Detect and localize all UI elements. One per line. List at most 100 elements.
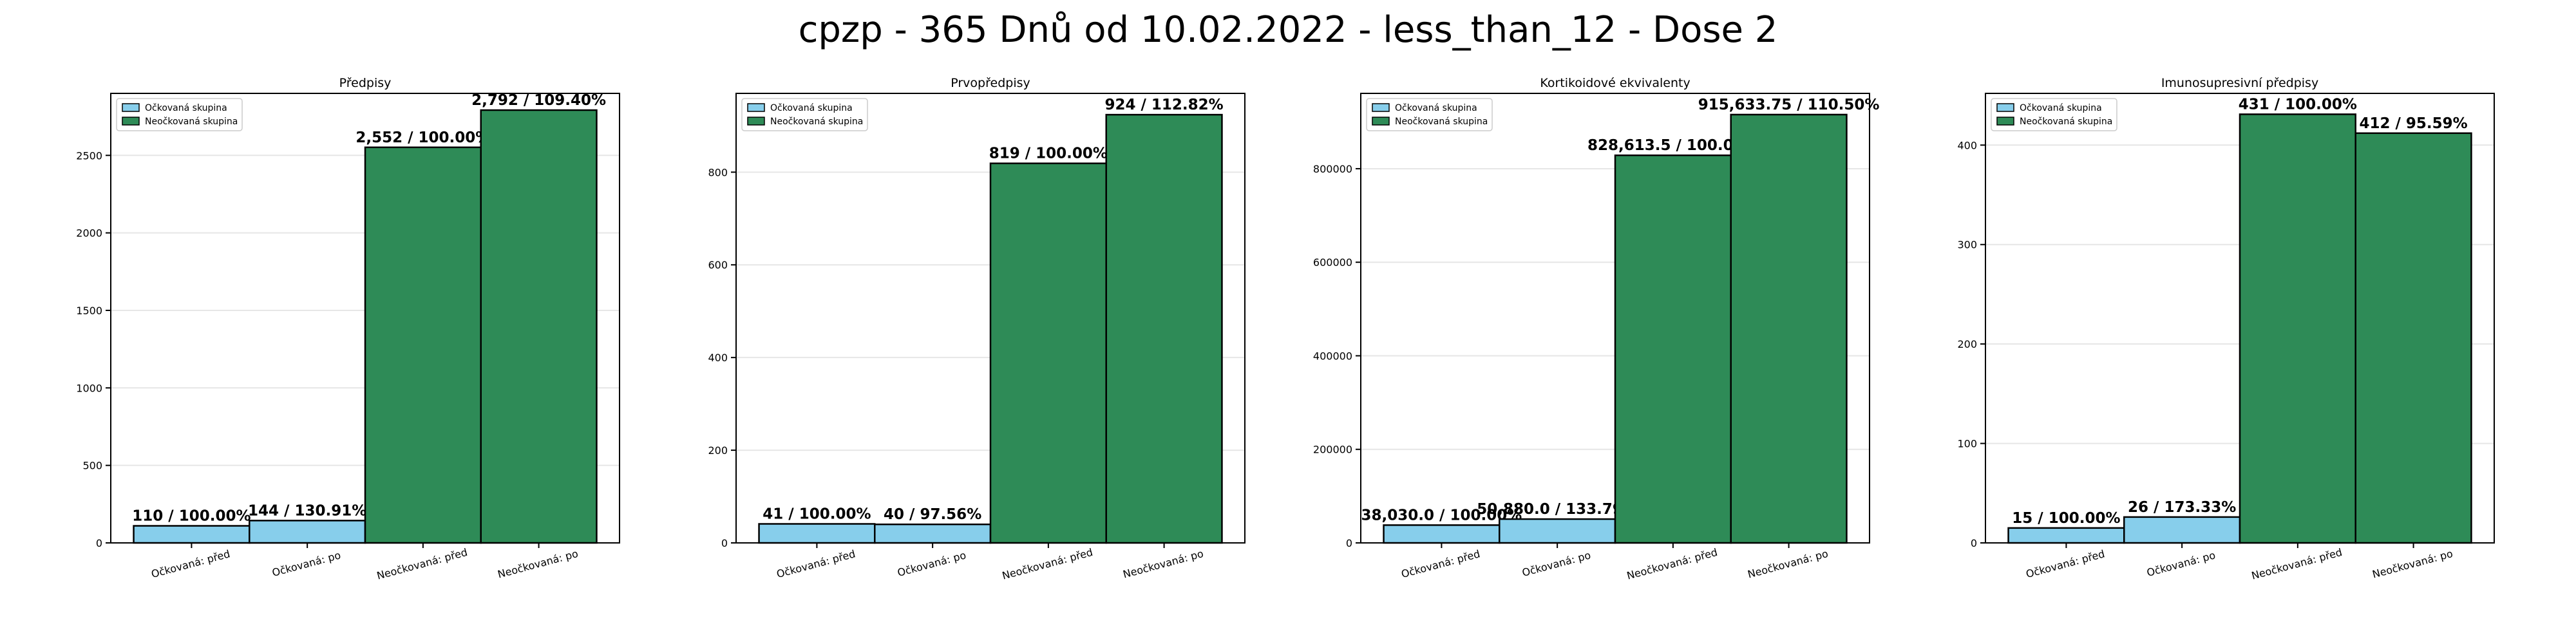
x-tick-label: Očkovaná: před xyxy=(2025,547,2107,580)
legend: Očkovaná skupina Neočkovaná skupina xyxy=(1366,98,1493,131)
legend-box xyxy=(116,98,243,131)
data-label: 915,633.75 / 110.50% xyxy=(1698,97,1880,113)
bar xyxy=(2123,516,2241,544)
legend-swatch xyxy=(747,117,765,126)
data-label: 2,552 / 100.00% xyxy=(355,129,490,146)
bar xyxy=(758,523,876,544)
data-label: 50,880.0 / 133.79% xyxy=(1477,501,1638,518)
x-tick-label: Neočkovaná: před xyxy=(2250,546,2344,582)
y-tick-label: 2500 xyxy=(76,149,102,162)
bar xyxy=(1730,113,1848,544)
axes-frame xyxy=(1360,93,1870,544)
y-tick-label: 0 xyxy=(1346,537,1352,549)
bar xyxy=(1614,154,1732,544)
chart-panel-1: 110 / 100.00% Očkovaná: před 144 / 130.91%… xyxy=(76,76,620,582)
x-tick-label: Očkovaná: po xyxy=(896,549,967,579)
legend-swatch xyxy=(1996,117,2014,126)
y-tick-label: 200 xyxy=(1957,338,1977,350)
chart-panel-3: 38,030.0 / 100.00% Očkovaná: před 50,880.0… xyxy=(1313,76,1880,582)
data-label: 15 / 100.00% xyxy=(2012,510,2120,527)
chart-title: Kortikoidové ekvivalenty xyxy=(1540,76,1690,90)
legend-label: Očkovaná skupina xyxy=(770,103,853,113)
x-tick-label: Očkovaná: po xyxy=(270,549,342,579)
data-label: 110 / 100.00% xyxy=(132,508,251,525)
data-label: 2,792 / 109.40% xyxy=(471,92,606,109)
y-tick-label: 300 xyxy=(1957,239,1977,251)
x-tick-label: Neočkovaná: před xyxy=(375,546,469,582)
legend-label: Očkovaná skupina xyxy=(2020,103,2102,113)
y-tick-label: 100 xyxy=(1957,438,1977,450)
legend-box xyxy=(1991,98,2117,131)
y-tick-label: 400 xyxy=(708,352,728,364)
legend: Očkovaná skupina Neočkovaná skupina xyxy=(741,98,868,131)
x-tick-label: Očkovaná: před xyxy=(775,547,857,580)
legend-swatch xyxy=(1372,117,1390,126)
y-tick-label: 400 xyxy=(1957,139,1977,151)
figure-title: cpzp - 365 Dnů od 10.02.2022 - less_than… xyxy=(798,9,1778,51)
y-tick-label: 2000 xyxy=(76,227,102,240)
y-tick-label: 1000 xyxy=(76,382,102,394)
bar xyxy=(133,525,251,544)
y-tick-label: 800000 xyxy=(1313,163,1352,175)
bar xyxy=(480,109,598,544)
legend: Očkovaná skupina Neočkovaná skupina xyxy=(1991,98,2117,131)
bar xyxy=(1383,524,1501,544)
data-label: 828,613.5 / 100.00% xyxy=(1587,137,1759,154)
data-label: 41 / 100.00% xyxy=(762,506,871,522)
legend-swatch xyxy=(1996,103,2014,112)
y-tick-label: 0 xyxy=(96,537,102,549)
y-tick-label: 800 xyxy=(708,166,728,178)
y-tick-label: 600000 xyxy=(1313,256,1352,269)
bar xyxy=(1105,113,1223,544)
x-tick-label: Očkovaná: před xyxy=(1400,547,1482,580)
legend-label: Neočkovaná skupina xyxy=(770,117,863,127)
axes-frame xyxy=(110,93,620,544)
legend-swatch xyxy=(122,117,140,126)
legend-swatch xyxy=(747,103,765,112)
x-tick-label: Očkovaná: po xyxy=(1520,549,1592,579)
bar xyxy=(1499,518,1616,544)
chart-panel-2: 41 / 100.00% Očkovaná: před 40 / 97.56% Očk… xyxy=(708,76,1245,582)
data-label: 26 / 173.33% xyxy=(2128,499,2236,516)
y-tick-label: 1500 xyxy=(76,305,102,317)
bar xyxy=(2007,527,2125,544)
data-label: 412 / 95.59% xyxy=(2359,115,2467,132)
legend-box xyxy=(741,98,868,131)
y-tick-label: 0 xyxy=(1971,537,1977,549)
x-tick-label: Očkovaná: před xyxy=(150,547,232,580)
legend-label: Neočkovaná skupina xyxy=(2020,117,2112,127)
axes-frame xyxy=(735,93,1245,544)
data-label: 431 / 100.00% xyxy=(2239,96,2357,113)
bar xyxy=(364,146,482,544)
y-tick-label: 400000 xyxy=(1313,350,1352,362)
y-tick-label: 200000 xyxy=(1313,444,1352,456)
axes-frame xyxy=(1985,93,2495,544)
x-tick-label: Neočkovaná: po xyxy=(497,547,580,581)
data-label: 40 / 97.56% xyxy=(884,506,981,523)
legend-label: Neočkovaná skupina xyxy=(1395,117,1488,127)
legend-label: Očkovaná skupina xyxy=(145,103,227,113)
x-tick-label: Neočkovaná: po xyxy=(1747,547,1830,581)
x-tick-label: Očkovaná: po xyxy=(2145,549,2217,579)
chart-panel-4: 15 / 100.00% Očkovaná: před 26 / 173.33% Oč… xyxy=(1957,76,2495,582)
bar xyxy=(989,162,1107,544)
x-tick-label: Neočkovaná: po xyxy=(2371,547,2454,581)
data-label: 144 / 130.91% xyxy=(248,502,366,519)
legend-label: Očkovaná skupina xyxy=(1395,103,1477,113)
legend-swatch xyxy=(122,103,140,112)
y-tick-label: 0 xyxy=(721,537,728,549)
x-tick-label: Neočkovaná: před xyxy=(1001,546,1094,582)
chart-title: Prvopředpisy xyxy=(951,76,1030,90)
data-label: 924 / 112.82% xyxy=(1104,97,1223,113)
data-label: 819 / 100.00% xyxy=(989,146,1108,162)
y-tick-label: 600 xyxy=(708,259,728,271)
legend-label: Neočkovaná skupina xyxy=(145,117,238,127)
chart-title: Předpisy xyxy=(339,76,392,90)
bar xyxy=(874,523,992,544)
bar xyxy=(249,520,366,544)
bar xyxy=(2239,113,2356,544)
legend: Očkovaná skupina Neočkovaná skupina xyxy=(116,98,243,131)
x-tick-label: Neočkovaná: po xyxy=(1122,547,1205,581)
y-tick-label: 500 xyxy=(82,460,102,472)
